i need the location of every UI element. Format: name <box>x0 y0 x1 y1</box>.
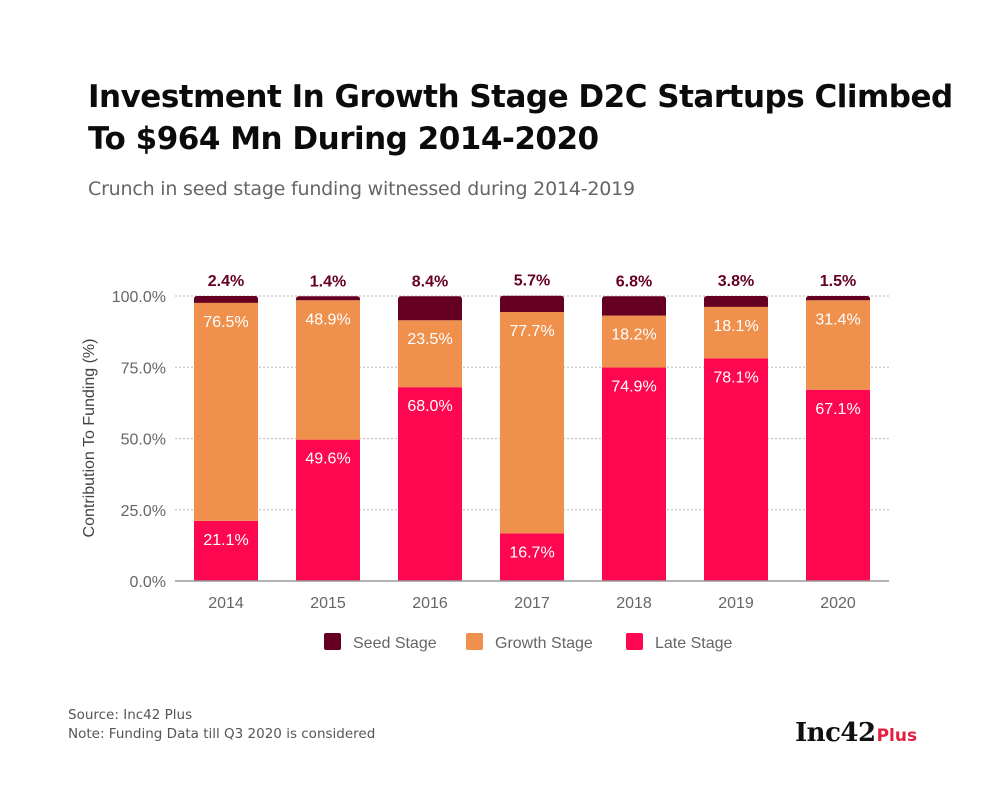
bar-segment-late-stage <box>194 520 258 581</box>
bar-segment-seed-stage <box>296 296 360 301</box>
chart-subtitle: Crunch in seed stage funding witnessed d… <box>88 178 635 200</box>
legend-swatch-late-stage <box>626 633 643 650</box>
y-tick-label: 25.0% <box>121 503 166 520</box>
data-note: Note: Funding Data till Q3 2020 is consi… <box>68 726 376 742</box>
data-label: 31.4% <box>815 311 860 328</box>
x-tick-label: 2018 <box>616 595 652 612</box>
x-tick-label: 2016 <box>412 595 448 612</box>
x-tick-label: 2020 <box>820 595 856 612</box>
data-label: 74.9% <box>611 379 656 396</box>
bar-segment-late-stage <box>704 358 768 581</box>
bar-segment-late-stage <box>296 439 360 581</box>
data-label: 1.5% <box>820 273 856 290</box>
data-label: 2.4% <box>208 273 244 290</box>
bar-segment-late-stage <box>398 387 462 581</box>
data-label: 6.8% <box>616 273 652 290</box>
logo-plus-text: Plus <box>876 726 918 746</box>
bar-segment-seed-stage <box>806 296 870 301</box>
y-tick-label: 100.0% <box>112 289 166 306</box>
chart-title: Investment In Growth Stage D2C Startups … <box>88 79 953 157</box>
y-tick-label: 0.0% <box>130 574 166 591</box>
footer: Source: Inc42 Plus Note: Funding Data ti… <box>68 706 375 744</box>
legend-swatch-growth-stage <box>466 633 483 650</box>
data-label: 18.1% <box>713 318 758 335</box>
data-label: 8.4% <box>412 273 448 290</box>
x-tick-label: 2014 <box>208 595 244 612</box>
bar-segment-seed-stage <box>500 295 564 312</box>
data-label: 49.6% <box>305 451 350 468</box>
data-label: 18.2% <box>611 327 656 344</box>
x-tick-label: 2017 <box>514 595 550 612</box>
legend-label: Growth Stage <box>495 635 593 652</box>
bar-segment-growth-stage <box>194 302 258 521</box>
data-label: 48.9% <box>305 311 350 328</box>
x-tick-label: 2015 <box>310 595 346 612</box>
data-label: 68.0% <box>407 398 452 415</box>
bar-segment-late-stage <box>602 367 666 581</box>
data-label: 76.5% <box>203 314 248 331</box>
legend-label: Seed Stage <box>353 635 437 652</box>
bar-segment-late-stage <box>500 533 564 581</box>
data-label: 5.7% <box>514 273 550 290</box>
legend-swatch-seed-stage <box>324 633 341 650</box>
data-label: 67.1% <box>815 401 860 418</box>
bar-segment-seed-stage <box>194 296 258 303</box>
y-axis-title: Contribution To Funding (%) <box>81 339 98 538</box>
data-label: 77.7% <box>509 323 554 340</box>
bar-segment-seed-stage <box>602 296 666 316</box>
bar-segment-seed-stage <box>704 296 768 307</box>
data-label: 3.8% <box>718 273 754 290</box>
data-label: 1.4% <box>310 273 346 290</box>
data-label: 16.7% <box>509 544 554 561</box>
data-label: 21.1% <box>203 532 248 549</box>
data-label: 23.5% <box>407 331 452 348</box>
stacked-bar-chart: 21.1% 76.5% 2.4% 49.6% 48.9% 1.4% 68.0% 23.5% 8.… <box>81 273 889 652</box>
source-note: Source: Inc42 Plus <box>68 707 193 723</box>
bar-segment-growth-stage <box>704 306 768 359</box>
legend-label: Late Stage <box>655 635 733 652</box>
bar-segment-seed-stage <box>398 296 462 321</box>
bar-segment-growth-stage <box>602 315 666 368</box>
bar-segment-growth-stage <box>398 320 462 388</box>
bar-segment-growth-stage <box>500 311 564 534</box>
x-tick-label: 2019 <box>718 595 754 612</box>
y-tick-label: 75.0% <box>121 360 166 377</box>
y-tick-label: 50.0% <box>121 432 166 449</box>
bar-segment-growth-stage <box>806 300 870 390</box>
data-label: 78.1% <box>713 369 758 386</box>
logo-main-text: Inc42 <box>795 718 876 748</box>
bar-segment-growth-stage <box>296 300 360 440</box>
bar-segment-late-stage <box>806 389 870 581</box>
inc42-plus-logo: Inc42 Plus <box>795 718 917 748</box>
